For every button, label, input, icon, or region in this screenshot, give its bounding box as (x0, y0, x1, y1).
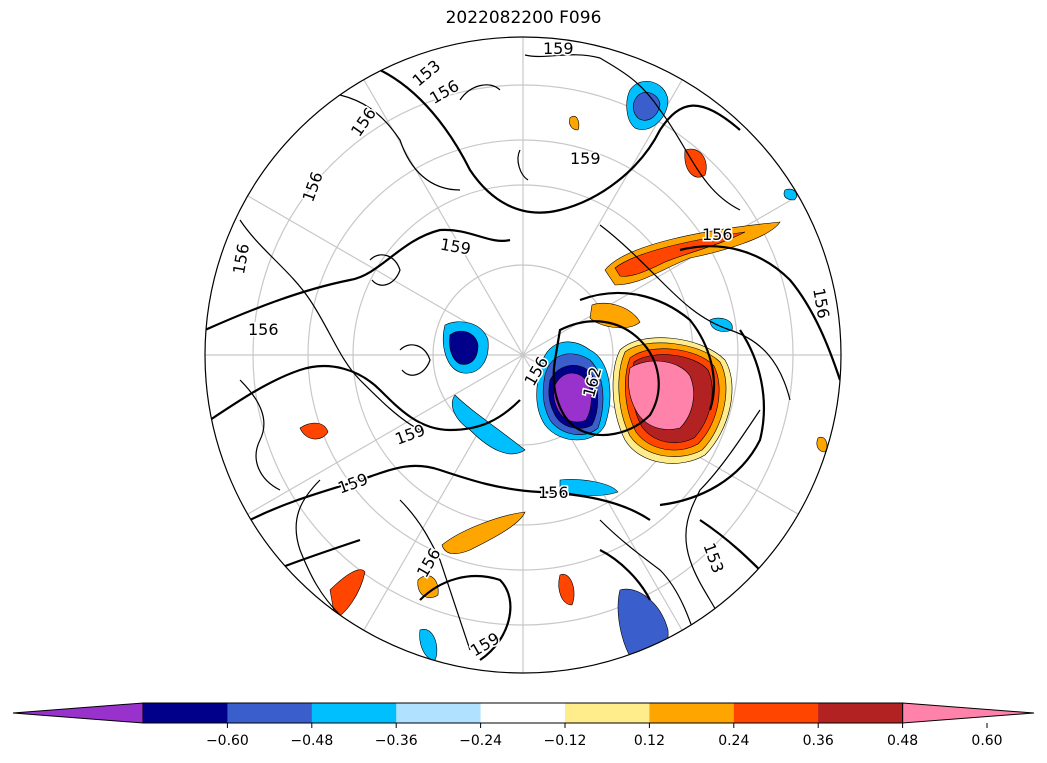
colorbar-outline (142, 702, 904, 724)
map-boundary (204, 36, 842, 674)
contour-label: 156 (347, 104, 380, 140)
colorbar-tick-label: −0.12 (544, 733, 587, 749)
contour-label: 156 (248, 320, 279, 339)
contour-label: 159 (392, 420, 427, 448)
colorbar-tick-label: 0.36 (803, 733, 834, 749)
anomaly-shading (299, 81, 828, 665)
colorbar-tick-label: 0.12 (634, 733, 665, 749)
contour-label: 159 (570, 149, 601, 168)
colorbar: −0.60 −0.48 −0.36 −0.24 −0.12 0.12 0.24 0.36 0.4… (12, 702, 1035, 749)
contour-label: 159 (543, 39, 574, 58)
map-title: 2022082200 F096 (445, 8, 602, 28)
colorbar-tick-label: −0.48 (290, 733, 333, 749)
colorbar-tick-label: −0.36 (375, 733, 418, 749)
contour-label: 159 (335, 469, 370, 497)
colorbar-tick-label: −0.24 (459, 733, 502, 749)
colorbar-segment (733, 703, 819, 723)
colorbar-tick-label: −0.60 (206, 733, 249, 749)
contour-label: 153 (699, 540, 727, 575)
colorbar-segment (396, 703, 482, 723)
colorbar-segment (480, 703, 566, 723)
colorbar-segment (565, 703, 650, 723)
colorbar-segment (311, 703, 397, 723)
contour-label: 156 (413, 545, 445, 581)
colorbar-segment (649, 703, 735, 723)
height-contours (205, 69, 841, 661)
contour-label: 156 (229, 242, 253, 275)
colorbar-segment (818, 703, 904, 723)
colorbar-extend-max (902, 702, 1035, 724)
coastlines (239, 54, 791, 651)
contour-label: 159 (439, 235, 472, 259)
colorbar-tick-label: 0.24 (718, 733, 749, 749)
colorbar-segment (143, 703, 228, 723)
colorbar-extend-min (12, 702, 144, 724)
colorbar-segment (227, 703, 313, 723)
contour-label: 156 (298, 169, 326, 204)
contour-label: 156 (538, 483, 569, 502)
graticule (205, 37, 841, 673)
contour-label: 156 (702, 225, 733, 244)
colorbar-tick-label: 0.60 (971, 733, 1002, 749)
map-disc: 159 153 156 156 156 156 159 159 156 156 … (205, 37, 841, 673)
colorbar-tick-label: 0.48 (887, 733, 918, 749)
